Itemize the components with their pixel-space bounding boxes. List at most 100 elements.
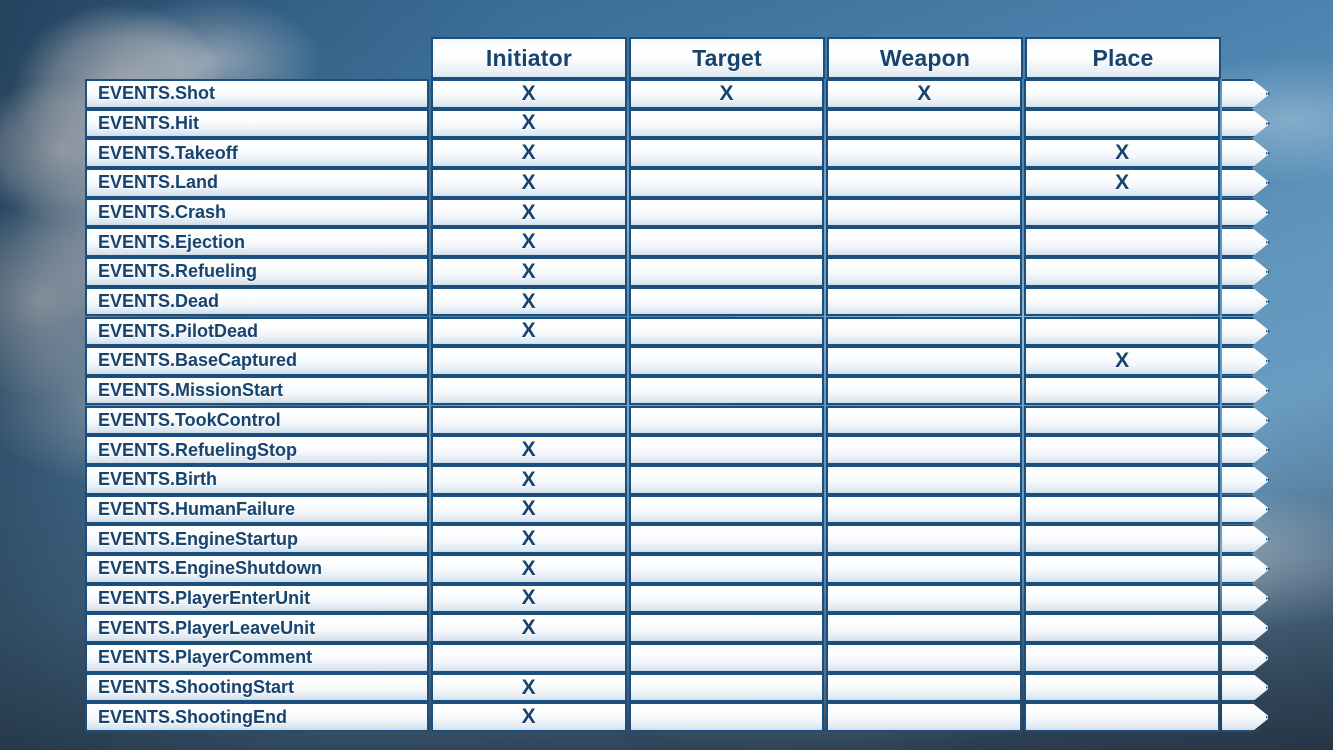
event-name-cell: EVENTS.Refueling xyxy=(85,257,429,287)
row-arrow-icon xyxy=(1222,405,1270,436)
table-row[interactable]: EVENTS.EngineShutdown X xyxy=(85,554,1270,584)
row-arrow-icon xyxy=(1222,138,1270,168)
cell-weapon xyxy=(826,286,1023,317)
table-row[interactable]: EVENTS.RefuelingStop X xyxy=(85,435,1270,465)
event-name-cell: EVENTS.Shot xyxy=(85,79,429,109)
table-row[interactable]: EVENTS.PlayerComment xyxy=(85,643,1270,673)
cell-weapon xyxy=(826,583,1023,614)
table-row[interactable]: EVENTS.HumanFailure X xyxy=(85,494,1270,525)
event-name-cell: EVENTS.Land xyxy=(85,168,429,198)
cell-target xyxy=(628,168,825,198)
cell-initiator: X xyxy=(430,435,627,465)
event-name-cell: EVENTS.Dead xyxy=(85,286,429,317)
cell-place xyxy=(1024,702,1221,733)
table-row[interactable]: EVENTS.BaseCaptured X xyxy=(85,346,1270,376)
row-arrow-icon xyxy=(1222,524,1270,554)
cell-initiator: X xyxy=(430,613,627,643)
table-row[interactable]: EVENTS.Land X X xyxy=(85,168,1270,198)
table-row[interactable]: EVENTS.Refueling X xyxy=(85,257,1270,287)
cell-target: X xyxy=(628,79,825,109)
event-name-cell: EVENTS.BaseCaptured xyxy=(85,346,429,376)
event-name-cell: EVENTS.EngineShutdown xyxy=(85,554,429,584)
cell-weapon xyxy=(826,316,1023,347)
cell-target xyxy=(628,524,825,554)
table-row[interactable]: EVENTS.PlayerEnterUnit X xyxy=(85,583,1270,614)
cell-target xyxy=(628,583,825,614)
cell-target xyxy=(628,316,825,347)
table-row[interactable]: EVENTS.Dead X xyxy=(85,286,1270,317)
cell-target xyxy=(628,257,825,287)
cell-initiator: X xyxy=(430,583,627,614)
cell-weapon xyxy=(826,227,1023,258)
cell-initiator xyxy=(430,375,627,406)
row-arrow-icon xyxy=(1222,168,1270,198)
event-name-cell: EVENTS.PlayerComment xyxy=(85,643,429,673)
cell-target xyxy=(628,346,825,376)
cell-weapon xyxy=(826,702,1023,733)
cell-weapon xyxy=(826,257,1023,287)
cell-place xyxy=(1024,405,1221,436)
column-header-place[interactable]: Place xyxy=(1025,37,1221,79)
cell-weapon xyxy=(826,405,1023,436)
row-arrow-icon xyxy=(1222,316,1270,347)
cell-weapon xyxy=(826,672,1023,703)
table-row[interactable]: EVENTS.Shot X X X xyxy=(85,79,1270,109)
row-arrow-icon xyxy=(1222,464,1270,495)
column-header-initiator[interactable]: Initiator xyxy=(431,37,627,79)
table-row[interactable]: EVENTS.TookControl xyxy=(85,405,1270,436)
table-row[interactable]: EVENTS.Birth X xyxy=(85,464,1270,495)
table-row[interactable]: EVENTS.Takeoff X X xyxy=(85,138,1270,168)
table-row[interactable]: EVENTS.EngineStartup X xyxy=(85,524,1270,554)
table-row[interactable]: EVENTS.Hit X xyxy=(85,108,1270,139)
event-name-cell: EVENTS.PilotDead xyxy=(85,316,429,347)
cell-initiator xyxy=(430,346,627,376)
cell-target xyxy=(628,138,825,168)
cell-weapon xyxy=(826,613,1023,643)
cell-weapon xyxy=(826,554,1023,584)
cell-target xyxy=(628,227,825,258)
cell-initiator xyxy=(430,643,627,673)
event-name-cell: EVENTS.PlayerLeaveUnit xyxy=(85,613,429,643)
cell-place xyxy=(1024,672,1221,703)
cell-initiator: X xyxy=(430,494,627,525)
cell-weapon xyxy=(826,168,1023,198)
event-name-cell: EVENTS.EngineStartup xyxy=(85,524,429,554)
cell-place xyxy=(1024,583,1221,614)
table-row[interactable]: EVENTS.PlayerLeaveUnit X xyxy=(85,613,1270,643)
cell-target xyxy=(628,405,825,436)
cell-place xyxy=(1024,643,1221,673)
table-row[interactable]: EVENTS.MissionStart xyxy=(85,375,1270,406)
table-row[interactable]: EVENTS.ShootingStart X xyxy=(85,672,1270,703)
column-header-target[interactable]: Target xyxy=(629,37,825,79)
cell-place xyxy=(1024,257,1221,287)
cell-weapon xyxy=(826,138,1023,168)
cell-weapon xyxy=(826,346,1023,376)
event-name-cell: EVENTS.ShootingStart xyxy=(85,672,429,703)
table-row[interactable]: EVENTS.Ejection X xyxy=(85,227,1270,258)
event-name-cell: EVENTS.HumanFailure xyxy=(85,494,429,525)
table-row[interactable]: EVENTS.PilotDead X xyxy=(85,316,1270,347)
row-arrow-icon xyxy=(1222,583,1270,614)
table-row[interactable]: EVENTS.ShootingEnd X xyxy=(85,702,1270,733)
cell-place xyxy=(1024,316,1221,347)
cell-initiator: X xyxy=(430,257,627,287)
cell-place: X xyxy=(1024,346,1221,376)
cell-place xyxy=(1024,227,1221,258)
column-header-weapon[interactable]: Weapon xyxy=(827,37,1023,79)
row-arrow-icon xyxy=(1222,702,1270,733)
cell-place xyxy=(1024,375,1221,406)
cell-initiator: X xyxy=(430,79,627,109)
cell-place xyxy=(1024,524,1221,554)
cell-initiator: X xyxy=(430,227,627,258)
cell-weapon xyxy=(826,643,1023,673)
row-arrow-icon xyxy=(1222,257,1270,287)
row-arrow-icon xyxy=(1222,494,1270,525)
row-arrow-icon xyxy=(1222,613,1270,643)
cell-target xyxy=(628,554,825,584)
event-name-cell: EVENTS.TookControl xyxy=(85,405,429,436)
cell-initiator: X xyxy=(430,286,627,317)
table-row[interactable]: EVENTS.Crash X xyxy=(85,197,1270,228)
event-name-cell: EVENTS.Takeoff xyxy=(85,138,429,168)
cell-place xyxy=(1024,554,1221,584)
